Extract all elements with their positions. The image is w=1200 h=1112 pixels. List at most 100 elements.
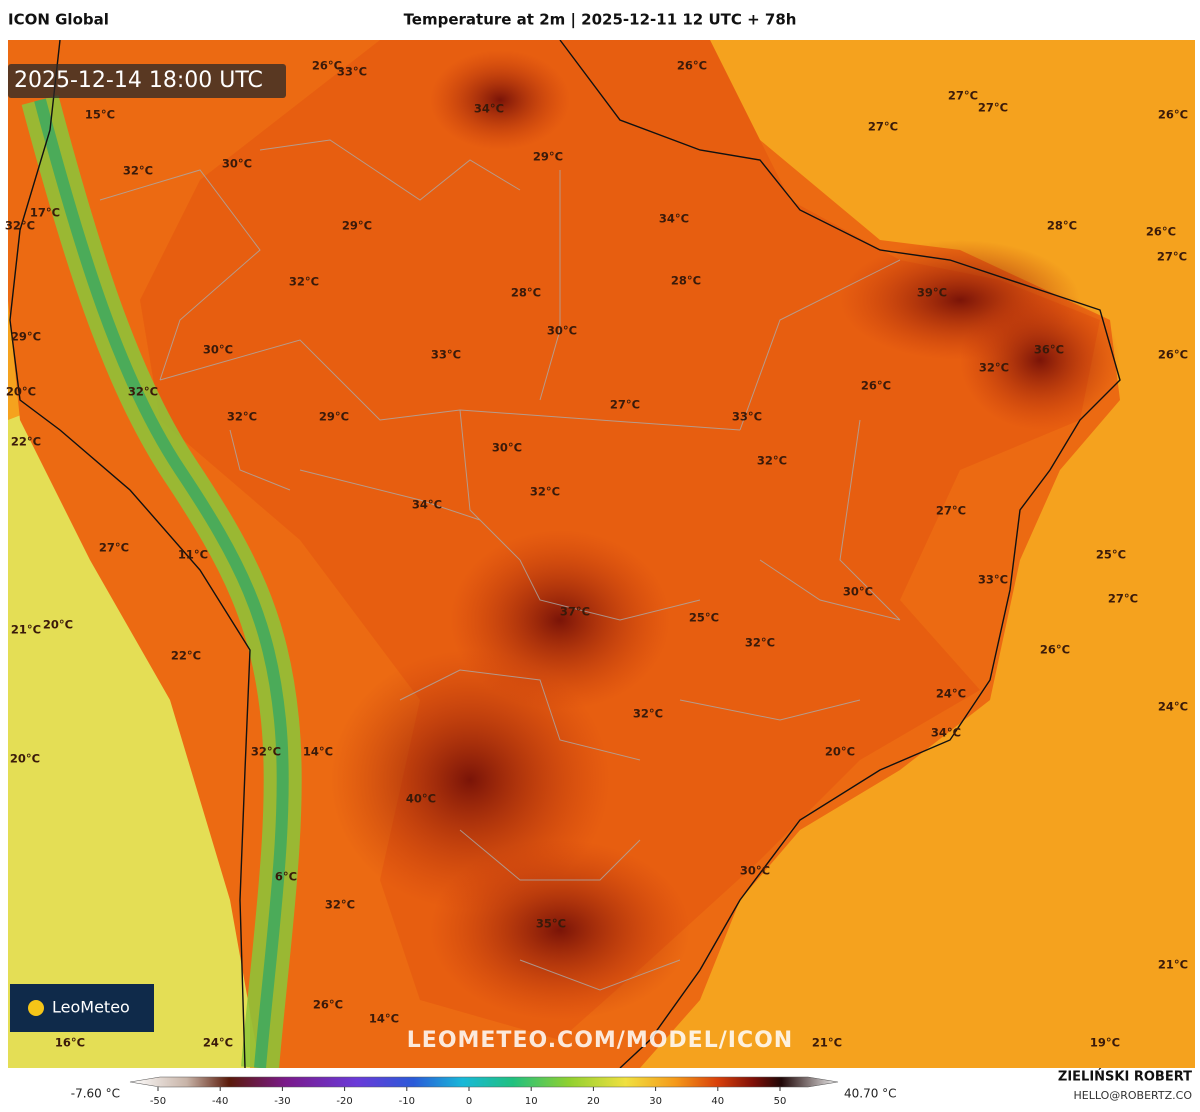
temperature-label: 22°C (11, 435, 41, 449)
temperature-label: 30°C (222, 157, 252, 171)
colorbar-tick-label: 20 (587, 1096, 600, 1107)
time-box (8, 64, 286, 98)
temperature-label: 40°C (406, 792, 436, 806)
temperature-label: 30°C (547, 324, 577, 338)
temperature-label: 32°C (128, 385, 158, 399)
temperature-label: 6°C (275, 870, 297, 884)
temperature-label: 24°C (203, 1036, 233, 1050)
temperature-label: 34°C (659, 212, 689, 226)
temperature-label: 27°C (978, 101, 1008, 115)
temperature-label: 26°C (1158, 348, 1188, 362)
heat-area (960, 290, 1120, 430)
temperature-label: 16°C (55, 1036, 85, 1050)
temperature-label: 32°C (745, 636, 775, 650)
temperature-label: 33°C (337, 65, 367, 79)
colorbar-tick-label: -40 (212, 1096, 228, 1107)
coastline (9, 39, 251, 1069)
temperature-label: 32°C (325, 898, 355, 912)
colorbar-tick-label: -10 (399, 1096, 415, 1107)
temperature-label: 25°C (689, 611, 719, 625)
temperature-label: 28°C (671, 274, 701, 288)
temperature-label: 34°C (931, 726, 961, 740)
temperature-label: 32°C (979, 361, 1009, 375)
temperature-label: 32°C (5, 219, 35, 233)
heat-area (430, 50, 570, 150)
author-name: ZIELIŃSKI ROBERT (1058, 1069, 1192, 1085)
temperature-label: 21°C (812, 1036, 842, 1050)
temperature-label: 34°C (412, 498, 442, 512)
colorbar-tick-label: 30 (649, 1096, 662, 1107)
andes-core (34, 98, 289, 1069)
temperature-label: 21°C (11, 623, 41, 637)
temperature-label: 32°C (757, 454, 787, 468)
colorbar-tick-label: 40 (711, 1096, 724, 1107)
temperature-label: 26°C (1158, 108, 1188, 122)
valid-time: 2025-12-14 18:00 UTC (14, 68, 263, 93)
colorbar-tick-label: 10 (525, 1096, 538, 1107)
colorbar: -50 -40 -30 -20 -10 0 10 20 30 40 50 (129, 1076, 839, 1107)
map-title: Temperature at 2m | 2025-12-11 12 UTC + … (404, 11, 797, 30)
temperature-label: 33°C (431, 348, 461, 362)
temperature-label: 29°C (319, 410, 349, 424)
logo: LeoMeteo (52, 998, 130, 1017)
watermark: LEOMETEO.COM/MODEL/ICON (407, 1028, 793, 1053)
colorbar-tick-label: 50 (774, 1096, 787, 1107)
temperature-label: 39°C (917, 286, 947, 300)
temperature-label: 30°C (843, 585, 873, 599)
temperature-label: 26°C (313, 998, 343, 1012)
temperature-label: 35°C (536, 917, 566, 931)
temperature-label: 30°C (203, 343, 233, 357)
temperature-label: 11°C (178, 548, 208, 562)
temperature-label: 27°C (1108, 592, 1138, 606)
temperature-label: 37°C (560, 605, 590, 619)
temperature-label: 19°C (1090, 1036, 1120, 1050)
temperature-label: 32°C (289, 275, 319, 289)
temperature-label: 26°C (1040, 643, 1070, 657)
colorbar-max: 40.70 °C (844, 1087, 897, 1101)
temperature-label: 29°C (11, 330, 41, 344)
temperature-label: 27°C (610, 398, 640, 412)
temperature-label: 22°C (171, 649, 201, 663)
temperature-label: 26°C (677, 59, 707, 73)
temperature-label: 24°C (1158, 700, 1188, 714)
temperature-label: 34°C (474, 102, 504, 116)
colorbar-tick-label: -20 (336, 1096, 352, 1107)
temperature-label: 17°C (30, 206, 60, 220)
temperature-label: 33°C (732, 410, 762, 424)
temperature-label: 27°C (936, 504, 966, 518)
temperature-label: 29°C (533, 150, 563, 164)
coastline (559, 39, 1121, 1069)
temperature-label: 27°C (868, 120, 898, 134)
temperature-label: 29°C (342, 219, 372, 233)
temperature-label: 33°C (978, 573, 1008, 587)
temperature-label: 28°C (511, 286, 541, 300)
colorbar-min: -7.60 °C (71, 1087, 120, 1101)
logo-sun (28, 1000, 44, 1016)
temperature-label: 21°C (1158, 958, 1188, 972)
heat-area (430, 840, 690, 1020)
temperature-label: 27°C (948, 89, 978, 103)
temperature-label: 32°C (530, 485, 560, 499)
temperature-label: 20°C (825, 745, 855, 759)
footer-bar (0, 1068, 1200, 1108)
temperature-label: 26°C (861, 379, 891, 393)
colorbar-tick-label: -30 (274, 1096, 290, 1107)
temperature-label: 20°C (10, 752, 40, 766)
temperature-label: 27°C (99, 541, 129, 555)
colorbar-tick-label: -50 (150, 1096, 166, 1107)
temperature-label: 15°C (85, 108, 115, 122)
colorbar-scale (129, 1076, 839, 1088)
temperature-label: 32°C (227, 410, 257, 424)
temperature-label: 20°C (6, 385, 36, 399)
temperature-label: 28°C (1047, 219, 1077, 233)
temperature-label: 14°C (369, 1012, 399, 1026)
model-name: ICON Global (8, 11, 109, 29)
temperature-label: 27°C (1157, 250, 1187, 264)
temperature-label: 30°C (492, 441, 522, 455)
temperature-label: 36°C (1034, 343, 1064, 357)
temperature-label: 32°C (251, 745, 281, 759)
map (8, 39, 1195, 1070)
temperature-label: 25°C (1096, 548, 1126, 562)
